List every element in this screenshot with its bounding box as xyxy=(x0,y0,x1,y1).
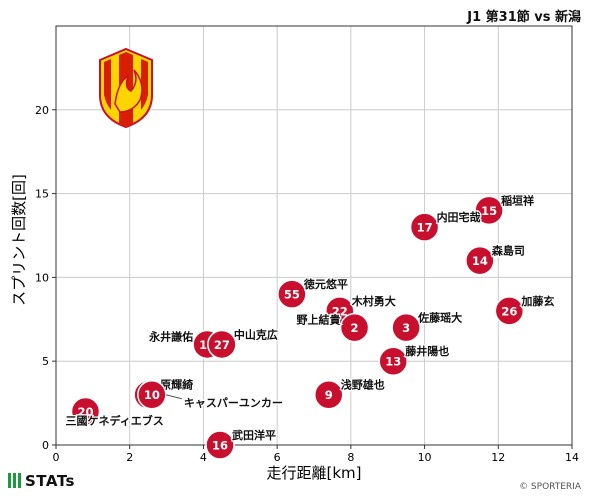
x-tick-label: 10 xyxy=(418,451,432,464)
player-point: 2 野上結貴 xyxy=(295,311,370,343)
player-point: 15 稲垣祥 xyxy=(474,192,535,226)
player-name-label: 野上結貴 xyxy=(297,313,341,327)
player-point: 9 浅野雄也 xyxy=(313,376,386,410)
x-tick-label: 6 xyxy=(274,451,281,464)
player-marker xyxy=(494,296,525,326)
player-name-label: 内田宅哉 xyxy=(437,210,481,224)
player-name-label: 徳元悠平 xyxy=(303,277,348,291)
player-number: 27 xyxy=(214,338,230,352)
player-marker xyxy=(205,430,235,460)
player-marker xyxy=(207,329,237,360)
x-tick-label: 14 xyxy=(565,451,579,464)
player-number: 17 xyxy=(417,221,433,235)
player-number: 55 xyxy=(284,288,300,302)
player-name-label: 加藤玄 xyxy=(520,294,554,308)
player-name-label: 中山克広 xyxy=(234,327,278,341)
y-tick-label: 15 xyxy=(35,188,49,201)
player-number: 3 xyxy=(402,321,410,335)
player-number: 10 xyxy=(144,388,160,402)
player-point: 14 森島司 xyxy=(465,242,526,276)
match-title: J1 第31節 vs 新潟 xyxy=(467,10,581,25)
y-axis-label: スプリント回数[回] xyxy=(10,174,28,306)
player-number: 13 xyxy=(385,355,401,369)
y-tick-label: 10 xyxy=(35,271,49,284)
x-tick-label: 4 xyxy=(200,451,207,464)
y-tick-label: 0 xyxy=(42,439,49,452)
player-name-label: 原輝綺 xyxy=(160,378,193,392)
stats-bars-icon xyxy=(8,473,22,488)
player-name-label: 藤井陽也 xyxy=(405,344,449,358)
player-marker xyxy=(465,245,495,276)
player-marker xyxy=(277,279,307,309)
player-name-label: 森島司 xyxy=(492,244,525,258)
player-name-label: 佐藤瑶大 xyxy=(417,311,462,325)
player-number: 26 xyxy=(501,304,517,318)
data-points: 15稲垣祥17内田宅哉14森島司26加藤玄55徳元悠平22木村勇大2野上結貴3佐… xyxy=(64,192,556,460)
player-name-label: キャスパーユンカー xyxy=(184,397,283,410)
player-name-label: 木村勇大 xyxy=(351,294,396,308)
player-name-label: 浅野雄也 xyxy=(341,378,385,392)
player-point: 16 武田洋平 xyxy=(205,427,277,460)
x-tick-label: 8 xyxy=(347,451,354,464)
player-number: 22 xyxy=(332,304,348,318)
y-tick-label: 5 xyxy=(42,355,49,368)
player-marker xyxy=(339,312,370,343)
player-point: 13 藤井陽也 xyxy=(378,343,450,376)
player-number: 9 xyxy=(325,388,333,402)
player-marker xyxy=(378,346,408,376)
label-leader-line xyxy=(165,394,182,400)
player-point: 10 キャスパーユンカー xyxy=(137,379,284,411)
y-tick-label: 20 xyxy=(35,104,49,117)
x-tick-label: 12 xyxy=(491,451,505,464)
player-number: 20 xyxy=(77,405,93,419)
player-marker xyxy=(70,396,101,427)
player-point: 27 中山克広 xyxy=(207,326,279,360)
player-marker xyxy=(391,312,421,343)
player-marker xyxy=(409,212,440,242)
player-name-label: 永井謙佑 xyxy=(148,329,193,343)
player-number: 16 xyxy=(212,439,228,453)
player-number: 2 xyxy=(351,321,359,335)
player-point: 17 内田宅哉 xyxy=(409,209,482,242)
player-point: 3 佐藤瑶大 xyxy=(391,309,463,343)
player-number: 14 xyxy=(472,254,488,268)
x-axis-label: 走行距離[km] xyxy=(266,464,361,482)
player-name-label: 三國ケネディエブス xyxy=(65,413,163,427)
x-tick-label: 2 xyxy=(126,451,133,464)
player-name-label: 武田洋平 xyxy=(232,428,276,442)
player-marker xyxy=(474,195,504,226)
axes: 0 2 4 6 8 10 12 14 0 5 10 15 20 xyxy=(35,25,579,464)
stats-logo: STATs xyxy=(8,472,75,490)
brand-name: STATs xyxy=(25,472,75,490)
plot-frame xyxy=(55,25,573,446)
club-crest-icon xyxy=(99,47,153,129)
copyright-credit: © SPORTERIA xyxy=(519,482,581,492)
player-number: 15 xyxy=(481,204,497,218)
player-name-label: 稲垣祥 xyxy=(501,193,534,207)
x-tick-label: 0 xyxy=(53,451,60,464)
player-marker xyxy=(313,379,344,410)
